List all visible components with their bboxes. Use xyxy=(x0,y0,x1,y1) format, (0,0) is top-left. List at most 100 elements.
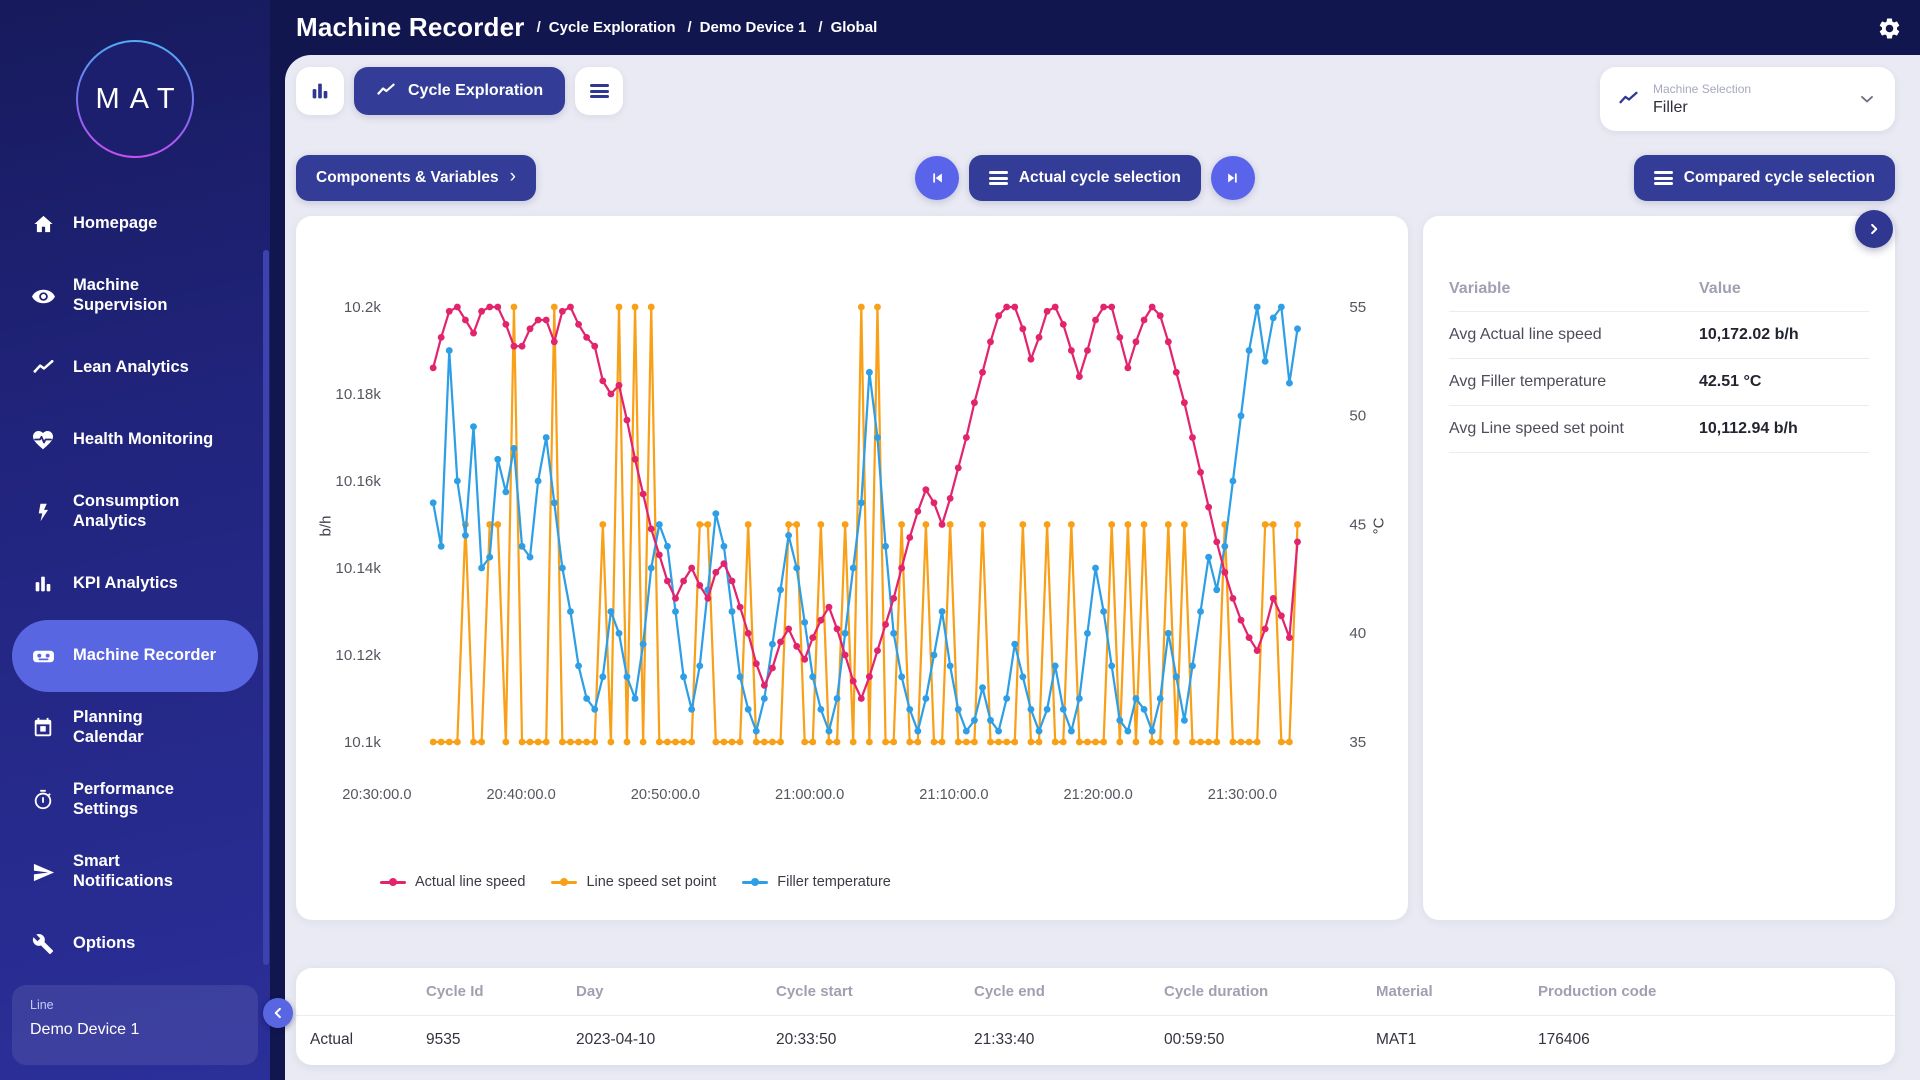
sidebar-item-health-monitoring[interactable]: Health Monitoring xyxy=(12,404,258,476)
trend-icon xyxy=(30,357,56,380)
sidebar-item-consumption-analytics[interactable]: Consumption Analytics xyxy=(12,476,258,548)
home-icon xyxy=(30,213,56,236)
sidebar-item-label: KPI Analytics xyxy=(73,574,178,594)
svg-text:55: 55 xyxy=(1349,299,1366,316)
sidebar-item-label: Options xyxy=(73,934,135,954)
compared-cycle-selection-button[interactable]: Compared cycle selection xyxy=(1634,155,1895,201)
table-row: Avg Line speed set point 10,112.94 b/h xyxy=(1449,406,1869,453)
legend-label: Filler temperature xyxy=(777,874,891,890)
sidebar-item-planning-calendar[interactable]: Planning Calendar xyxy=(12,692,258,764)
main-row: 10.1k10.12k10.14k10.16k10.18k10.2k354045… xyxy=(296,216,1895,920)
breadcrumb[interactable]: / Demo Device 1 xyxy=(687,19,806,36)
sidebar-item-label: Consumption Analytics xyxy=(73,492,179,532)
table-row: Actual 9535 2023-04-10 20:33:50 21:33:40… xyxy=(296,1016,1895,1064)
breadcrumb[interactable]: / Cycle Exploration xyxy=(537,19,676,36)
chevron-left-icon xyxy=(269,1004,287,1022)
cycle-chart-card: 10.1k10.12k10.14k10.16k10.18k10.2k354045… xyxy=(296,216,1408,920)
machine-selection-dropdown[interactable]: Machine Selection Filler xyxy=(1600,67,1895,131)
hamburger-icon xyxy=(1654,171,1673,185)
table-row: Avg Actual line speed 10,172.02 b/h xyxy=(1449,312,1869,359)
svg-text:50: 50 xyxy=(1349,408,1366,425)
svg-text:10.1k: 10.1k xyxy=(344,734,382,751)
chevron-right-icon xyxy=(1865,220,1883,238)
sidebar-item-options[interactable]: Options xyxy=(12,908,258,980)
skip-previous-icon xyxy=(928,169,946,187)
cycle-end: 21:33:40 xyxy=(974,1031,1164,1049)
stopwatch-icon xyxy=(30,789,56,811)
svg-text:10.14k: 10.14k xyxy=(335,560,381,577)
hamburger-icon xyxy=(989,171,1008,185)
cycle-id: 9535 xyxy=(426,1031,576,1049)
variable-name: Avg Actual line speed xyxy=(1449,326,1699,344)
cycle-material: MAT1 xyxy=(1376,1031,1538,1049)
variable-value: 10,112.94 b/h xyxy=(1699,420,1869,438)
svg-text:b/h: b/h xyxy=(317,516,334,537)
sidebar-collapse-button[interactable] xyxy=(263,998,293,1028)
sidebar-scrollbar[interactable] xyxy=(263,250,269,965)
svg-text:20:30:00.0: 20:30:00.0 xyxy=(342,787,411,803)
actual-cycle-selection-button[interactable]: Actual cycle selection xyxy=(969,155,1201,201)
legend-item[interactable]: Filler temperature xyxy=(742,874,891,890)
expand-panel-button[interactable] xyxy=(1855,210,1893,248)
legend-marker xyxy=(742,881,768,884)
svg-text:10.12k: 10.12k xyxy=(335,647,381,664)
svg-text:35: 35 xyxy=(1349,734,1366,751)
sidebar-item-lean-analytics[interactable]: Lean Analytics xyxy=(12,332,258,404)
sidebar: MAT Homepage Machine Supervision Lean An… xyxy=(0,0,270,1080)
breadcrumb[interactable]: / Global xyxy=(818,19,877,36)
cycle-chart-svg[interactable]: 10.1k10.12k10.14k10.16k10.18k10.2k354045… xyxy=(296,216,1408,826)
recorder-icon xyxy=(30,644,56,669)
skip-next-icon xyxy=(1224,169,1242,187)
legend-marker xyxy=(380,881,406,884)
svg-text:°C: °C xyxy=(1371,517,1388,534)
svg-text:10.18k: 10.18k xyxy=(335,386,381,403)
sidebar-item-kpi-analytics[interactable]: KPI Analytics xyxy=(12,548,258,620)
svg-text:10.2k: 10.2k xyxy=(344,299,382,316)
sidebar-item-label: Lean Analytics xyxy=(73,358,189,378)
variable-value: 42.51 °C xyxy=(1699,373,1869,391)
sidebar-item-smart-notifications[interactable]: Smart Notifications xyxy=(12,836,258,908)
chart-view-button[interactable] xyxy=(296,67,344,115)
svg-text:21:20:00.0: 21:20:00.0 xyxy=(1064,787,1133,803)
chevron-right-icon: › xyxy=(510,166,516,188)
variables-table: Variable Value Avg Actual line speed 10,… xyxy=(1449,280,1869,453)
svg-text:45: 45 xyxy=(1349,517,1366,534)
machine-recorder-app: MAT Homepage Machine Supervision Lean An… xyxy=(0,0,1920,1080)
settings-button[interactable] xyxy=(1874,13,1904,43)
heart-pulse-icon xyxy=(30,428,56,452)
sidebar-item-label: Planning Calendar xyxy=(73,708,144,748)
trend-icon xyxy=(1618,89,1639,110)
chevron-down-icon xyxy=(1857,89,1877,109)
legend-item[interactable]: Actual line speed xyxy=(380,874,525,890)
variables-table-header: Variable Value xyxy=(1449,280,1869,312)
previous-cycle-button[interactable] xyxy=(915,156,959,200)
brand-logo: MAT xyxy=(76,40,194,158)
gear-icon xyxy=(1877,16,1902,41)
line-selector-panel[interactable]: Line Demo Device 1 xyxy=(12,985,258,1065)
menu-view-button[interactable] xyxy=(575,67,623,115)
legend-label: Actual line speed xyxy=(415,874,525,890)
sidebar-item-machine-recorder[interactable]: Machine Recorder xyxy=(12,620,258,692)
line-selector-label: Line xyxy=(30,998,240,1012)
page-title: Machine Recorder xyxy=(296,12,525,43)
cycle-row-label: Actual xyxy=(310,1031,426,1049)
wrench-icon xyxy=(30,933,56,955)
sidebar-item-machine-supervision[interactable]: Machine Supervision xyxy=(12,260,258,332)
legend-item[interactable]: Line speed set point xyxy=(551,874,716,890)
sidebar-item-homepage[interactable]: Homepage xyxy=(12,188,258,260)
cycle-start: 20:33:50 xyxy=(776,1031,974,1049)
cycle-exploration-tab[interactable]: Cycle Exploration xyxy=(354,67,565,115)
calendar-icon xyxy=(30,717,56,739)
cycle-table-header: Cycle Id Day Cycle start Cycle end Cycle… xyxy=(296,968,1895,1016)
sidebar-item-performance-settings[interactable]: Performance Settings xyxy=(12,764,258,836)
chart-legend: Actual line speed Line speed set point Fil… xyxy=(380,874,891,890)
variables-panel: Variable Value Avg Actual line speed 10,… xyxy=(1423,216,1895,920)
next-cycle-button[interactable] xyxy=(1211,156,1255,200)
svg-text:21:30:00.0: 21:30:00.0 xyxy=(1208,787,1277,803)
brand-logo-text: MAT xyxy=(78,42,192,156)
bar-chart-icon xyxy=(30,573,56,595)
components-variables-button[interactable]: Components & Variables › xyxy=(296,155,536,201)
view-toolbar: Cycle Exploration Machine Selection Fill… xyxy=(296,67,1895,131)
selection-toolbar: Components & Variables › Actual cycle se… xyxy=(296,155,1895,201)
cycle-exploration-label: Cycle Exploration xyxy=(408,82,543,100)
